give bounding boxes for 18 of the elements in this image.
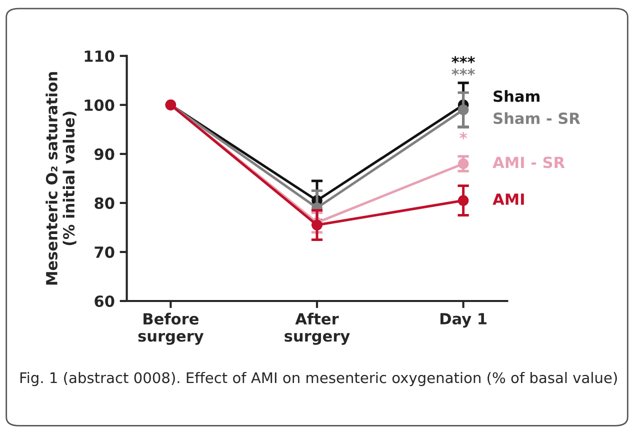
y-tick-label: 110	[84, 50, 114, 62]
x-tick-label: Before surgery	[138, 312, 204, 345]
series-label: AMI	[492, 194, 524, 205]
x-tick-label: Day 1	[440, 313, 486, 328]
y-tick-label: 100	[84, 99, 114, 111]
y-tick-label: 80	[94, 197, 114, 209]
series-label: AMI - SR	[492, 156, 565, 168]
annotation: ***	[452, 56, 475, 64]
annotation: ***	[452, 68, 475, 76]
caption: Fig. 1 (abstract 0008). Effect of AMI on mesenteric oxygenation (% of basal value)	[20, 372, 617, 386]
series-label: Sham - SR	[494, 112, 580, 124]
y-tick-label: 90	[94, 148, 114, 160]
y-tick-label: 70	[94, 246, 114, 258]
annotation: *	[460, 132, 467, 140]
series-label: Sham	[494, 90, 540, 102]
x-tick-label: After surgery	[284, 312, 350, 345]
y-tick-label: 60	[94, 295, 114, 308]
y-axis-title: Mesenteric O₂ saturation (% initial value)	[46, 72, 76, 285]
